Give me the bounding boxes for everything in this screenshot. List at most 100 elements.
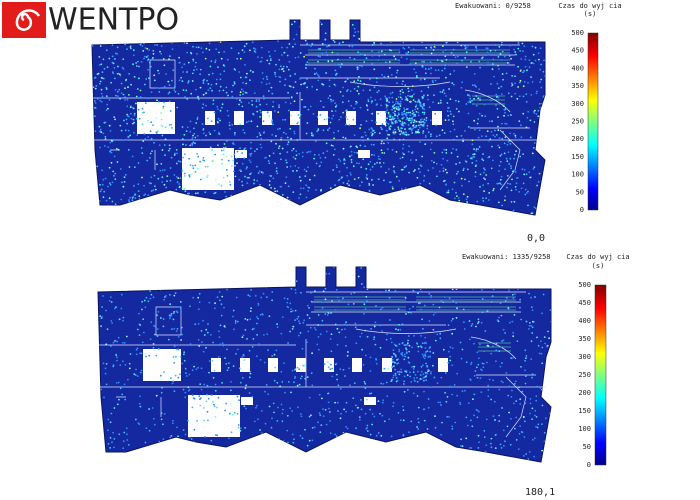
agent: [462, 453, 464, 456]
agent: [290, 310, 292, 313]
agent: [411, 211, 414, 213]
agent: [520, 318, 522, 321]
agent: [286, 456, 289, 459]
agent: [291, 23, 293, 26]
agent: [181, 80, 184, 82]
agent: [407, 111, 410, 114]
agent: [149, 338, 152, 340]
agent: [385, 122, 388, 124]
agent: [317, 60, 319, 63]
agent: [208, 458, 210, 460]
agent: [136, 328, 139, 331]
agent: [317, 421, 319, 424]
agent: [163, 183, 166, 186]
agent: [371, 423, 373, 426]
agent: [442, 170, 445, 172]
agent: [338, 204, 341, 207]
agent: [131, 122, 134, 125]
agent: [371, 54, 374, 57]
agent: [287, 68, 290, 71]
agent: [344, 137, 347, 140]
agent: [172, 69, 175, 72]
agent: [499, 182, 501, 185]
agent: [233, 133, 236, 136]
agent: [241, 162, 244, 165]
agent: [331, 367, 334, 370]
agent: [344, 375, 346, 377]
agent: [357, 452, 360, 455]
agent: [462, 138, 464, 141]
agent: [98, 125, 101, 128]
agent: [363, 82, 366, 85]
agent: [417, 370, 419, 373]
agent: [381, 330, 383, 332]
agent: [478, 112, 481, 115]
agent: [346, 34, 349, 37]
agent: [210, 439, 213, 442]
agent: [229, 127, 231, 130]
agent: [222, 153, 225, 156]
agent: [460, 458, 463, 461]
agent: [256, 334, 258, 336]
agent: [286, 46, 288, 49]
agent: [402, 122, 405, 125]
agent: [175, 208, 178, 211]
agent: [194, 323, 197, 326]
agent: [305, 63, 308, 66]
agent: [471, 204, 474, 207]
agent: [510, 167, 513, 170]
agent: [510, 95, 513, 98]
agent: [167, 192, 169, 194]
agent: [530, 358, 533, 360]
agent: [380, 42, 382, 45]
agent: [428, 182, 431, 185]
agent: [506, 143, 509, 146]
agent: [201, 123, 204, 125]
agent: [245, 167, 248, 170]
agent: [273, 411, 275, 414]
agent: [250, 120, 253, 123]
agent: [150, 293, 153, 296]
agent: [513, 314, 516, 316]
agent: [346, 118, 349, 121]
agent: [502, 105, 505, 107]
agent: [265, 286, 267, 289]
agent: [226, 369, 229, 372]
agent: [288, 43, 291, 45]
agent: [253, 26, 256, 28]
agent: [487, 454, 490, 457]
agent: [173, 294, 176, 297]
agent: [439, 34, 442, 36]
agent: [201, 459, 204, 462]
agent: [338, 203, 341, 206]
agent: [432, 364, 434, 367]
agent: [369, 456, 372, 459]
agent: [328, 272, 331, 275]
agent: [538, 23, 541, 25]
agent: [425, 379, 427, 381]
agent: [215, 48, 218, 50]
agent: [491, 63, 494, 66]
agent: [274, 455, 277, 458]
agent: [462, 169, 465, 172]
agent: [484, 115, 487, 117]
agent: [432, 49, 435, 51]
agent: [542, 293, 545, 296]
agent: [421, 132, 424, 134]
agent: [430, 46, 432, 49]
agent: [255, 100, 258, 103]
agent: [466, 272, 468, 275]
agent: [506, 425, 509, 428]
agent: [401, 83, 404, 85]
agent: [364, 354, 367, 357]
agent: [438, 211, 440, 214]
agent: [130, 117, 133, 120]
agent: [504, 122, 506, 125]
agent: [173, 345, 176, 348]
agent: [248, 376, 251, 379]
agent: [150, 137, 153, 140]
agent: [277, 147, 280, 150]
agent: [332, 154, 335, 156]
agent: [172, 273, 174, 276]
agent: [270, 426, 273, 429]
